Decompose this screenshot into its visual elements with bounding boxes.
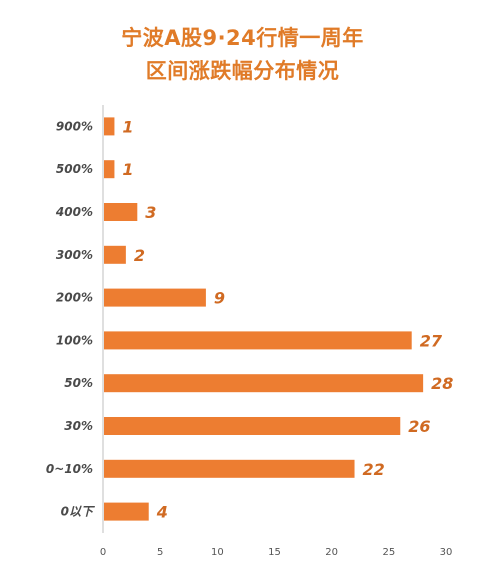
bar — [104, 502, 149, 521]
bar — [104, 160, 115, 179]
x-tick-label: 5 — [157, 547, 163, 558]
data-label: 1 — [122, 117, 133, 136]
data-label: 9 — [214, 289, 225, 308]
data-label: 3 — [145, 203, 156, 222]
category-label: 900% — [56, 119, 93, 133]
category-label: 50% — [64, 376, 93, 390]
bar — [104, 203, 138, 221]
category-label: 100% — [56, 333, 93, 347]
data-label: 28 — [431, 374, 453, 393]
bar — [104, 459, 355, 478]
bar — [104, 417, 401, 435]
data-label: 1 — [122, 160, 133, 179]
bar — [104, 374, 424, 393]
chart-title-line1: 宁波A股9·24行情一周年 — [121, 26, 364, 50]
category-label: 30% — [64, 419, 93, 433]
category-label: 0~10% — [46, 462, 93, 476]
x-tick-label: 30 — [440, 547, 453, 558]
data-label: 27 — [420, 331, 443, 350]
x-tick-label: 20 — [325, 547, 338, 558]
x-tick-label: 25 — [382, 547, 395, 558]
bar — [104, 331, 412, 350]
data-label: 4 — [156, 503, 168, 522]
category-label: 200% — [56, 291, 93, 305]
category-label: 0以下 — [61, 505, 95, 519]
data-label: 2 — [134, 246, 145, 265]
category-label: 500% — [56, 162, 93, 176]
bar — [104, 245, 126, 264]
category-label: 300% — [56, 248, 93, 262]
x-tick-label: 0 — [100, 547, 106, 558]
data-label: 26 — [408, 417, 430, 436]
x-tick-label: 15 — [268, 547, 281, 558]
bar — [104, 117, 115, 136]
bar — [104, 288, 206, 307]
data-label: 22 — [363, 460, 385, 479]
category-label: 400% — [55, 205, 93, 219]
x-tick-label: 10 — [211, 547, 224, 558]
chart-title-line2: 区间涨跌幅分布情况 — [145, 59, 340, 83]
